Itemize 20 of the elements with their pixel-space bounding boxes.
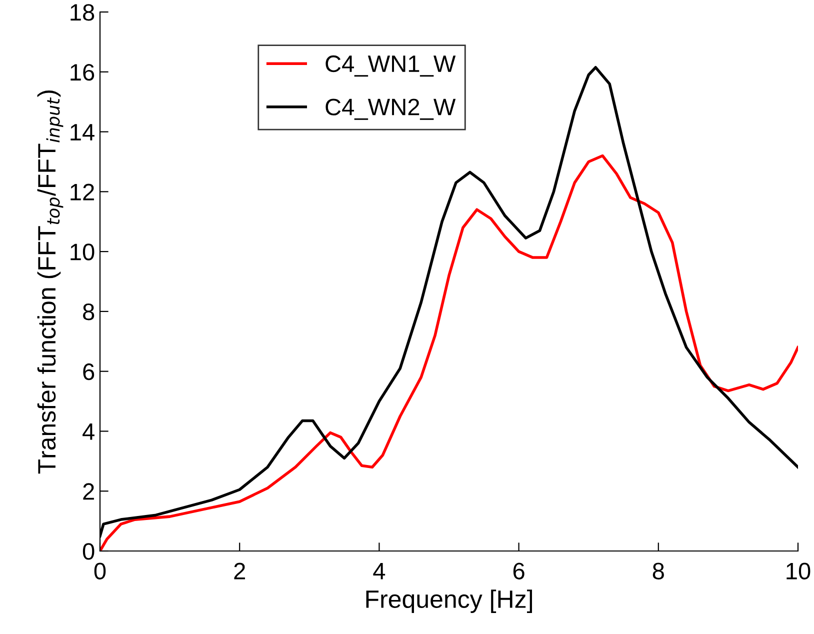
x-tick-label: 8	[652, 562, 664, 580]
y-tick-label: 0	[82, 543, 94, 560]
y-axis-title: Transfer function (FFT$_{top}$/FFT$_{input}$)	[37, 90, 64, 474]
y-tick-label: 18	[70, 4, 94, 21]
y-tick-label: 8	[83, 304, 94, 320]
y-tick-label: 10	[70, 244, 94, 260]
x-tick-label: 10	[786, 562, 810, 580]
legend-label: C4_WN1_W	[326, 55, 456, 77]
x-tick-label: 2	[234, 562, 245, 580]
legend-label: C4_WN2_W	[326, 98, 456, 120]
y-tick-label: 12	[70, 184, 94, 200]
y-tick-label: 16	[70, 64, 94, 81]
x-tick-label: 6	[513, 562, 524, 580]
x-axis-title: Frequency [Hz]	[366, 590, 532, 613]
y-tick-label: 14	[70, 124, 94, 140]
x-tick-label: 4	[373, 562, 386, 580]
y-tick-label: 2	[83, 483, 94, 500]
y-tick-label: 4	[82, 424, 94, 440]
y-tick-label: 6	[83, 363, 94, 380]
x-tick-label: 0	[94, 562, 106, 580]
